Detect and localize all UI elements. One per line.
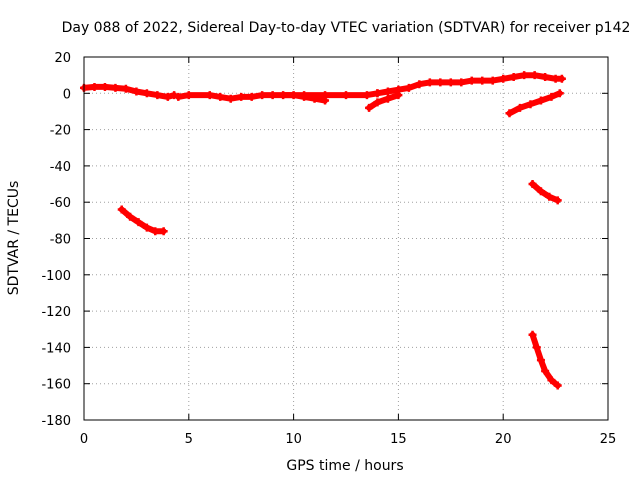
series-arc-main-early xyxy=(81,83,178,100)
data-point xyxy=(547,376,556,385)
data-point xyxy=(394,85,403,94)
data-point xyxy=(457,78,466,87)
data-point xyxy=(132,87,141,96)
plot-frame xyxy=(83,56,609,421)
series-arc-dip-14 xyxy=(366,92,402,111)
y-axis-label: SDTVAR / TECUs xyxy=(6,181,22,296)
y-tick-label: -60 xyxy=(50,196,71,211)
data-point xyxy=(446,78,455,87)
y-tick-label: 0 xyxy=(63,87,71,102)
data-point xyxy=(121,84,130,93)
data-point xyxy=(247,92,256,101)
data-point xyxy=(553,381,562,390)
data-point xyxy=(530,71,539,80)
data-point xyxy=(415,80,424,89)
y-tick-label: -140 xyxy=(41,341,71,356)
data-point xyxy=(541,72,550,81)
data-point xyxy=(536,356,545,365)
data-point xyxy=(515,103,524,112)
data-point xyxy=(547,92,556,101)
data-point xyxy=(142,89,151,98)
data-point xyxy=(163,92,172,101)
data-point xyxy=(499,74,508,83)
data-point xyxy=(90,82,99,91)
data-point xyxy=(342,91,350,100)
data-point xyxy=(557,74,566,83)
data-point xyxy=(258,91,267,100)
x-tick-label: 10 xyxy=(285,432,302,447)
data-point xyxy=(488,76,497,85)
y-tick-label: -120 xyxy=(41,305,71,320)
data-point xyxy=(545,192,554,201)
data-point xyxy=(237,92,246,101)
y-tick-label: -160 xyxy=(41,378,71,393)
data-point xyxy=(205,91,214,100)
data-point xyxy=(362,91,371,100)
series-arc-low-early xyxy=(118,206,167,235)
data-point xyxy=(536,96,545,105)
data-point xyxy=(373,98,382,107)
x-axis-label: GPS time / hours xyxy=(286,458,403,474)
data-point xyxy=(151,227,160,236)
data-point xyxy=(509,72,518,81)
data-point xyxy=(532,343,541,352)
data-point xyxy=(365,103,374,112)
x-tick-label: 15 xyxy=(390,432,407,447)
data-point xyxy=(279,91,288,100)
data-point xyxy=(467,76,476,85)
data-point xyxy=(536,187,545,196)
data-point xyxy=(526,100,535,109)
x-axis: 0 5 10 15 20 25 xyxy=(80,57,616,447)
data-point xyxy=(478,76,487,85)
x-tick-label: 25 xyxy=(600,432,617,447)
data-point xyxy=(111,83,120,92)
y-tick-label: -80 xyxy=(50,233,71,248)
data-point xyxy=(383,94,392,103)
data-point xyxy=(541,366,550,375)
data-point xyxy=(100,82,109,91)
data-point xyxy=(300,91,309,100)
data-point xyxy=(184,91,193,100)
data-point xyxy=(528,330,537,339)
data-series xyxy=(80,71,566,390)
data-point xyxy=(134,218,143,227)
data-point xyxy=(383,87,392,96)
data-point xyxy=(117,205,126,214)
data-point xyxy=(153,91,162,100)
grid xyxy=(84,57,608,420)
data-point xyxy=(159,227,168,236)
data-point xyxy=(520,71,529,80)
data-point xyxy=(126,212,135,221)
y-axis: 20 0 -20 -40 -60 -80 -100 -120 -140 -160 -180 xyxy=(41,51,608,429)
data-point xyxy=(142,223,151,232)
y-tick-label: 20 xyxy=(54,51,71,66)
series-arc-mid-late xyxy=(529,181,561,204)
data-point xyxy=(553,196,562,205)
data-point xyxy=(174,92,183,101)
data-point xyxy=(373,89,382,98)
data-point xyxy=(216,92,225,101)
y-tick-label: -40 xyxy=(50,160,71,175)
data-point xyxy=(425,78,434,87)
x-tick-label: 5 xyxy=(185,432,193,447)
x-tick-label: 20 xyxy=(495,432,512,447)
y-tick-label: -180 xyxy=(41,414,71,429)
data-point xyxy=(555,89,564,98)
data-point xyxy=(528,180,537,189)
data-point xyxy=(321,91,330,100)
data-point xyxy=(268,91,277,100)
y-tick-label: -20 xyxy=(50,124,71,139)
data-point xyxy=(404,83,413,92)
data-point xyxy=(505,109,514,118)
x-tick-label: 0 xyxy=(80,432,88,447)
series-arc-deep-late xyxy=(529,331,561,389)
y-tick-label: -100 xyxy=(41,269,71,284)
data-point xyxy=(226,94,235,103)
chart-title: Day 088 of 2022, Sidereal Day-to-day VTE… xyxy=(62,20,631,36)
data-point xyxy=(436,78,445,87)
